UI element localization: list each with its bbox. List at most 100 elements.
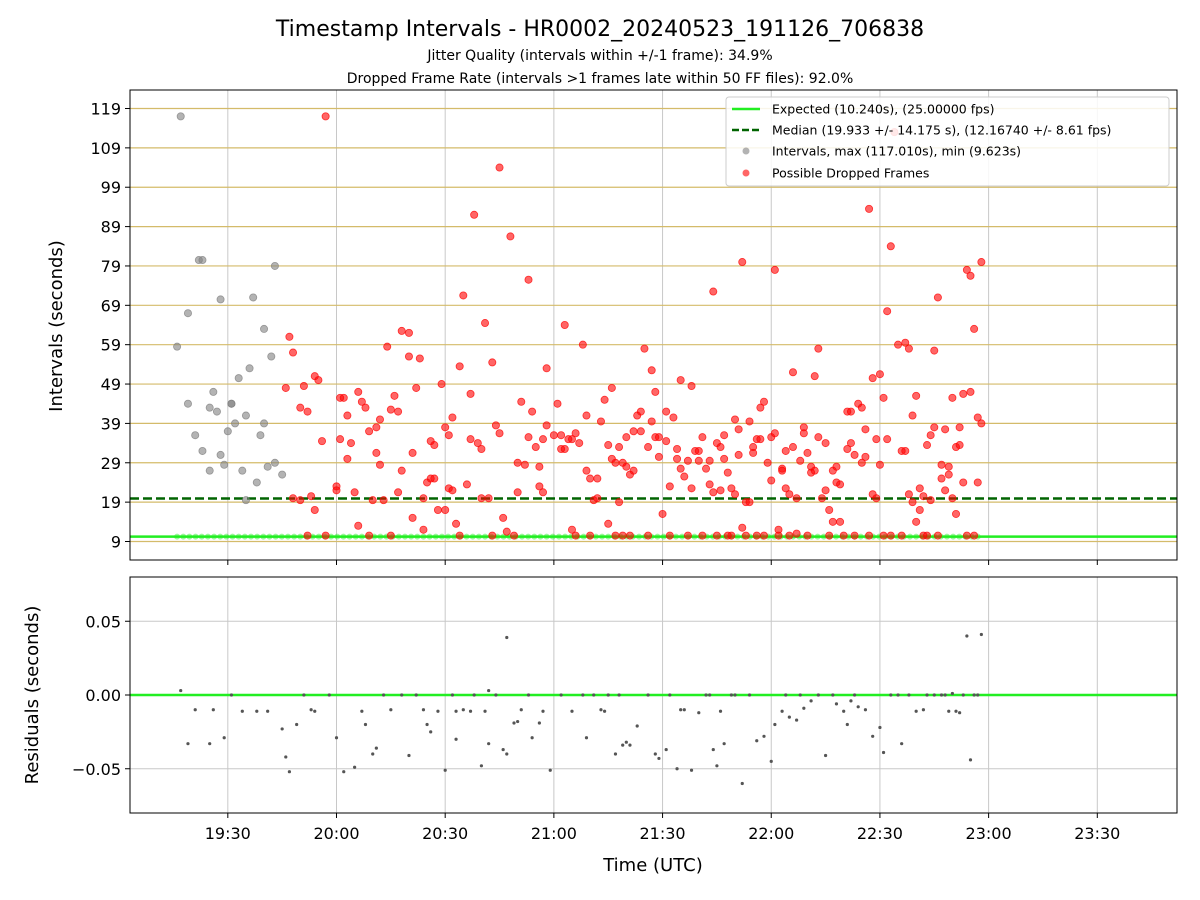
dropped-frame-point <box>966 387 975 396</box>
chart-subtitle-dropped: Dropped Frame Rate (intervals >1 frames … <box>347 71 854 87</box>
dropped-frame-point <box>955 441 964 450</box>
expected-interval-point <box>192 533 199 540</box>
dropped-frame-point <box>901 338 910 347</box>
residual-point <box>479 764 484 768</box>
dropped-frame-point <box>365 427 374 436</box>
dropped-frame-point <box>296 496 305 505</box>
dropped-frame-point <box>354 521 363 530</box>
dropped-frame-point <box>875 460 884 469</box>
expected-interval-point <box>395 533 402 540</box>
residual-point <box>501 747 505 752</box>
residual-point <box>871 734 875 738</box>
dropped-frame-point <box>669 413 678 422</box>
dropped-frame-point <box>531 443 540 452</box>
residual-point <box>682 708 686 712</box>
legend-box <box>725 96 1170 187</box>
dropped-frame-point <box>665 531 674 540</box>
top-y-tick-label: 19 <box>101 493 121 512</box>
dropped-frame-point <box>636 407 645 416</box>
dropped-frame-point <box>372 423 381 432</box>
residual-point <box>208 742 212 746</box>
dropped-frame-point <box>904 344 913 353</box>
top-y-tick-label: 119 <box>90 100 121 119</box>
residual-point <box>773 722 777 727</box>
dropped-frame-point <box>872 435 881 444</box>
dropped-frame-point <box>839 531 848 540</box>
chart-subtitle-jitter: Jitter Quality (intervals within +/-1 fr… <box>426 48 772 64</box>
top-plot-frame <box>129 89 1178 561</box>
dropped-frame-point <box>727 531 736 540</box>
dropped-frame-point <box>788 443 797 452</box>
residual-point <box>954 709 958 713</box>
dropped-frame-point <box>673 444 682 453</box>
dropped-frame-point <box>803 448 812 457</box>
dropped-frame-point <box>709 287 718 296</box>
dropped-frame-point <box>332 486 341 495</box>
dropped-frame-point <box>741 531 750 540</box>
dropped-frame-point <box>596 417 605 426</box>
dropped-frame-point <box>408 448 417 457</box>
dropped-frame-point <box>959 478 968 487</box>
residual-point <box>512 721 516 725</box>
residual-point <box>229 693 234 697</box>
dropped-frame-point <box>354 387 363 396</box>
dropped-frame-point <box>712 531 721 540</box>
residual-point <box>530 736 534 740</box>
dropped-frame-point <box>894 340 903 349</box>
expected-interval-point <box>562 533 569 540</box>
dropped-frame-point <box>495 429 504 438</box>
residual-point <box>809 699 813 703</box>
interval-point <box>278 470 287 479</box>
dropped-frame-point <box>539 488 548 497</box>
interval-point <box>256 431 265 440</box>
x-tick-label: 23:00 <box>966 824 1012 843</box>
dropped-frame-point <box>307 492 316 501</box>
top-y-tick-label: 39 <box>101 414 121 433</box>
dropped-frame-point <box>763 458 772 467</box>
dropped-frame-point <box>788 368 797 377</box>
expected-interval-point <box>592 533 599 540</box>
x-axis-label: Time (UTC) <box>602 855 703 876</box>
residual-point <box>592 693 596 697</box>
dropped-frame-point <box>615 498 624 507</box>
dropped-frame-point <box>430 441 439 450</box>
top-y-tick-label: 29 <box>101 454 121 473</box>
residual-point <box>559 693 563 697</box>
grid-layer <box>130 90 1177 813</box>
dropped-frame-point <box>857 403 866 412</box>
residual-point <box>834 702 839 706</box>
residual-point <box>907 693 911 697</box>
expected-interval-point <box>531 533 538 540</box>
dropped-frame-point <box>430 474 439 483</box>
dropped-frame-point <box>506 232 515 241</box>
dropped-frame-point <box>654 433 663 442</box>
interval-point <box>234 374 243 383</box>
residual-point <box>389 708 393 712</box>
residual-point <box>689 768 694 772</box>
expected-interval-point <box>272 533 279 540</box>
residual-point <box>342 770 346 774</box>
expected-interval-point <box>198 533 205 540</box>
dropped-frame-point <box>886 242 895 251</box>
residual-point <box>505 635 509 640</box>
expected-interval-point <box>605 533 612 540</box>
interval-point <box>216 450 225 459</box>
expected-interval-point <box>475 533 482 540</box>
dropped-frame-point <box>872 494 881 503</box>
residual-point <box>584 736 589 740</box>
dropped-frame-point <box>803 531 812 540</box>
residual-point <box>943 693 947 697</box>
dropped-frame-point <box>716 443 725 452</box>
dropped-frame-point <box>734 425 743 434</box>
residual-point <box>881 750 886 755</box>
interval-point <box>205 466 214 475</box>
residual-point <box>570 709 574 713</box>
dropped-frame-point <box>310 506 319 515</box>
residual-point <box>313 709 317 713</box>
dropped-frame-point <box>952 509 961 518</box>
residual-point <box>599 708 603 712</box>
residual-point <box>795 718 799 722</box>
expected-interval-point <box>654 533 661 540</box>
interval-point <box>198 256 207 265</box>
